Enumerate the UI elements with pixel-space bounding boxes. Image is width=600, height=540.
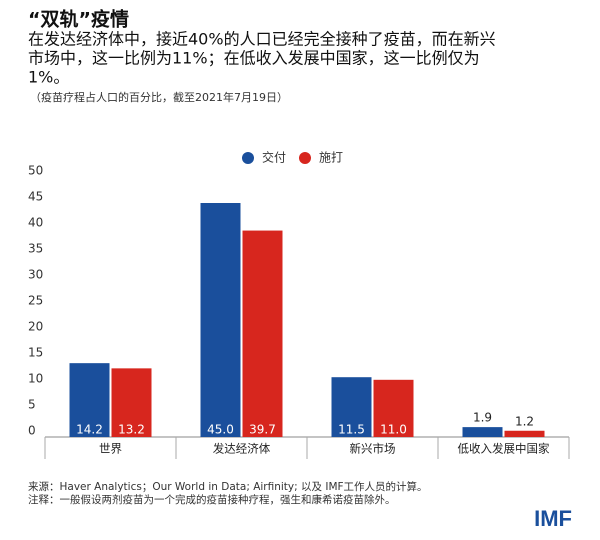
value-label: 13.2 (118, 423, 145, 437)
bar (242, 230, 283, 437)
y-tick-label: 25 (28, 294, 43, 308)
x-tick-label: 新兴市场 (350, 442, 396, 456)
y-tick-label: 15 (28, 346, 43, 360)
legend-swatch (299, 152, 311, 164)
bar (200, 203, 241, 437)
value-label: 11.0 (380, 423, 407, 437)
y-tick-label: 0 (28, 424, 36, 438)
y-tick-label: 45 (28, 190, 43, 204)
bar (373, 379, 414, 437)
y-tick-label: 40 (28, 216, 43, 230)
x-tick-label: 发达经济体 (213, 442, 271, 456)
bar (69, 363, 110, 437)
value-label: 45.0 (207, 423, 234, 437)
y-tick-label: 20 (28, 320, 43, 334)
y-tick-label: 50 (28, 164, 43, 178)
x-tick-label: 低收入发展中国家 (458, 442, 550, 456)
subtitle: 在发达经济体中，接近40%的人口已经完全接种了疫苗，而在新兴 (28, 30, 496, 49)
y-tick-label: 10 (28, 372, 43, 386)
value-label: 1.2 (515, 414, 534, 428)
bar (462, 427, 503, 437)
y-tick-label: 5 (28, 398, 36, 412)
value-label: 1.9 (473, 411, 492, 425)
chart-title: “双轨”疫情 (28, 8, 129, 31)
value-label: 11.5 (338, 423, 365, 437)
legend-label: 交付 (262, 150, 286, 165)
subtitle: 1%。 (28, 68, 69, 87)
bar (504, 430, 545, 437)
y-tick-label: 35 (28, 242, 43, 256)
value-label: 39.7 (249, 423, 276, 437)
value-label: 14.2 (76, 423, 103, 437)
note: （疫苗疗程占人口的百分比，截至2021年7月19日） (30, 90, 288, 104)
logo: IMF (534, 506, 572, 531)
source: 来源：Haver Analytics；Our World in Data; Ai… (28, 480, 428, 493)
bar (331, 377, 372, 437)
source: 注释：一般假设两剂疫苗为一个完成的疫苗接种疗程，强生和康希诺疫苗除外。 (28, 493, 396, 506)
x-tick-label: 世界 (99, 442, 122, 456)
legend-label: 施打 (319, 151, 343, 165)
bar (111, 368, 152, 437)
legend-swatch (242, 152, 254, 164)
subtitle: 市场中，这一比例为11%；在低收入发展中国家，这一比例仅为 (28, 49, 480, 68)
y-tick-label: 30 (28, 268, 43, 282)
